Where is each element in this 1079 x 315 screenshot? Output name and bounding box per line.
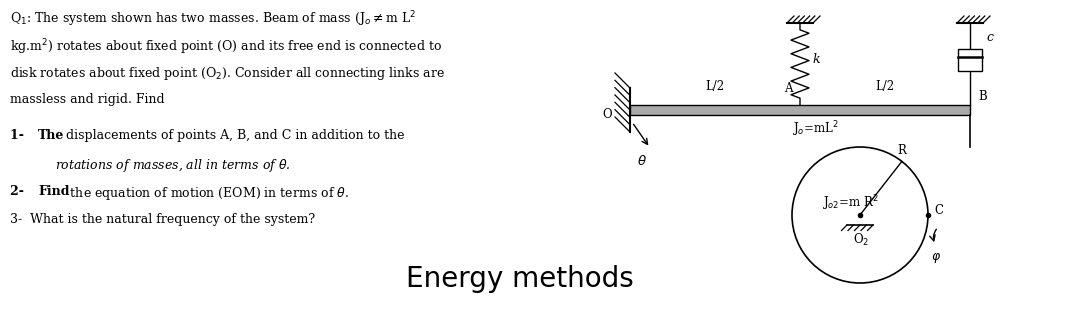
Text: the equation of motion (EOM) in terms of $\theta$.: the equation of motion (EOM) in terms of… — [66, 185, 349, 202]
Text: $\theta$: $\theta$ — [637, 154, 647, 168]
Text: Find: Find — [38, 185, 69, 198]
Text: 1-: 1- — [10, 129, 32, 142]
Text: The: The — [38, 129, 65, 142]
Text: 3-  What is the natural frequency of the system?: 3- What is the natural frequency of the … — [10, 213, 315, 226]
Text: O: O — [602, 107, 612, 121]
Text: kg.m$^2$) rotates about fixed point (O) and its free end is connected to: kg.m$^2$) rotates about fixed point (O) … — [10, 37, 442, 57]
Text: L/2: L/2 — [706, 80, 725, 93]
Text: Energy methods: Energy methods — [406, 265, 633, 293]
Text: L/2: L/2 — [875, 80, 894, 93]
Polygon shape — [630, 105, 970, 115]
Text: displacements of points A, B, and C in addition to the: displacements of points A, B, and C in a… — [62, 129, 405, 142]
Text: c: c — [986, 31, 993, 44]
Text: B: B — [978, 90, 987, 103]
Text: massless and rigid. Find: massless and rigid. Find — [10, 93, 165, 106]
Text: A: A — [784, 82, 793, 95]
Text: J$_o$=mL$^2$: J$_o$=mL$^2$ — [792, 119, 838, 139]
Text: Q$_1$: The system shown has two masses. Beam of mass (J$_o$$\neq$m L$^2$: Q$_1$: The system shown has two masses. … — [10, 9, 416, 29]
Text: C: C — [934, 204, 943, 217]
Text: O$_2$: O$_2$ — [852, 232, 869, 248]
Text: 2-: 2- — [10, 185, 32, 198]
Text: R: R — [897, 144, 905, 158]
Text: k: k — [812, 53, 820, 66]
Text: $\varphi$: $\varphi$ — [931, 251, 941, 265]
Polygon shape — [958, 49, 982, 72]
Text: J$_{o2}$=m R$^2$: J$_{o2}$=m R$^2$ — [822, 193, 878, 213]
Text: rotations of masses, all in terms of $\theta$.: rotations of masses, all in terms of $\t… — [55, 157, 290, 174]
Text: disk rotates about fixed point (O$_2$). Consider all connecting links are: disk rotates about fixed point (O$_2$). … — [10, 65, 445, 82]
